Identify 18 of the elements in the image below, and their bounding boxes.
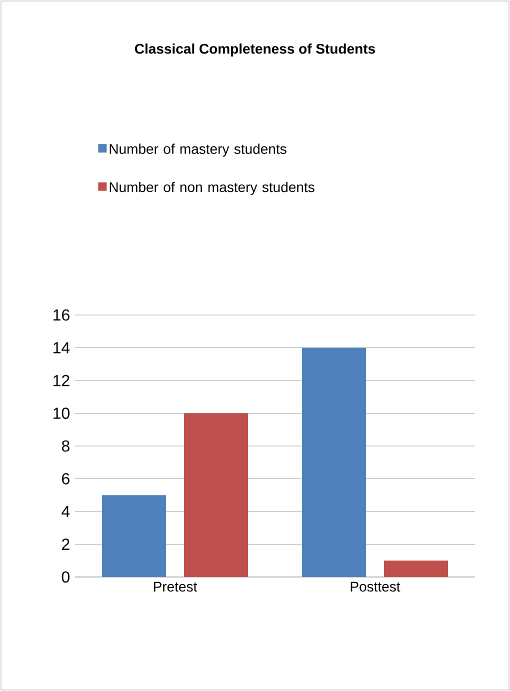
legend-label: Number of non mastery students (110, 182, 314, 195)
y-tick-label: 0 (62, 571, 70, 583)
bar (102, 495, 166, 577)
x-tick-label: Pretest (154, 582, 198, 592)
y-tick-label: 4 (62, 506, 70, 517)
y-tick-label: 6 (62, 473, 70, 484)
legend-label: Number of mastery students (110, 144, 286, 157)
x-tick-label: Posttest (350, 582, 400, 592)
bar (184, 413, 248, 577)
y-tick-label: 8 (62, 440, 70, 452)
y-tick-label: 10 (54, 408, 70, 419)
bar (302, 348, 366, 577)
chart-title: Classical Completeness of Students (134, 43, 376, 57)
y-tick-label: 2 (62, 538, 70, 550)
y-tick-label: 12 (54, 374, 70, 386)
y-tick-label: 14 (54, 342, 70, 354)
bar (384, 560, 448, 577)
y-tick-label: 16 (54, 309, 70, 321)
